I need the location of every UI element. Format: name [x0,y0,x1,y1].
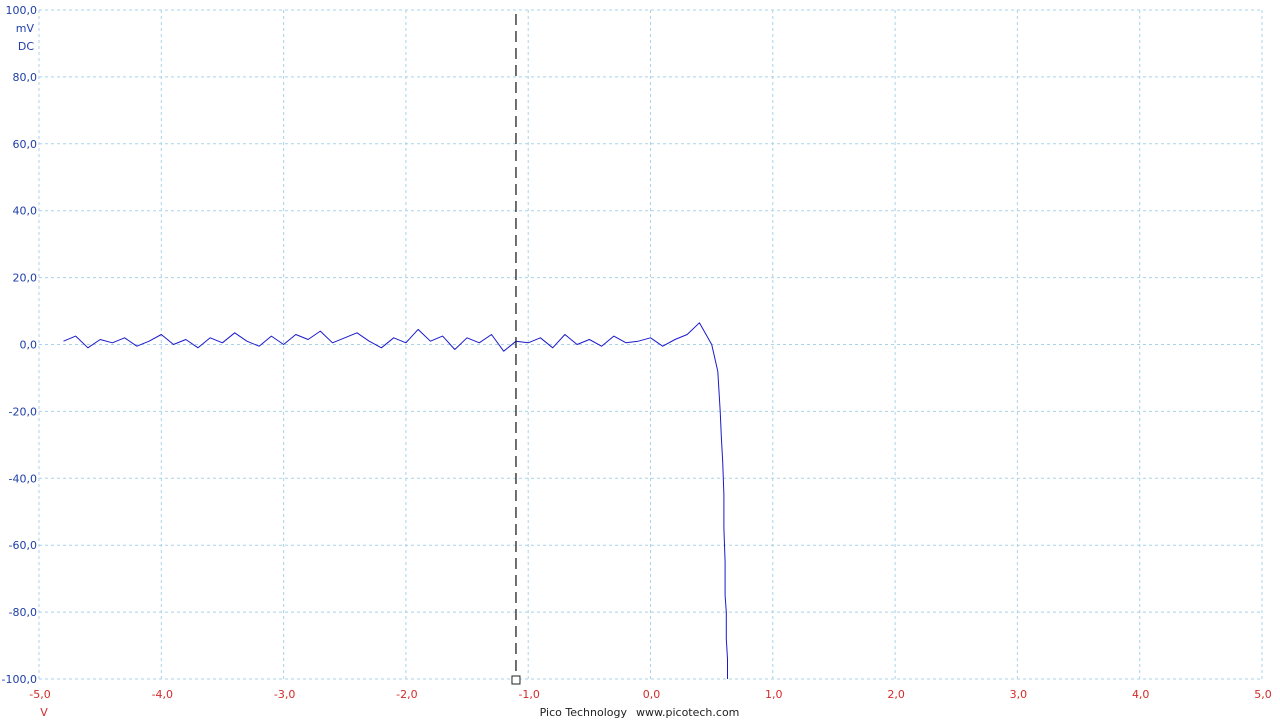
footer-url: www.picotech.com [636,706,739,719]
y-axis-coupling: DC [18,40,34,53]
plot-grid [38,9,1263,680]
x-tick-label: 0,0 [643,688,661,701]
x-tick-label: 3,0 [1010,688,1028,701]
y-tick-label: 20,0 [13,272,38,285]
y-tick-label: 40,0 [13,205,38,218]
ruler-handle[interactable] [511,675,521,685]
x-tick-label: 5,0 [1254,688,1272,701]
x-tick-label: -4,0 [152,688,173,701]
x-tick-label: -3,0 [274,688,295,701]
y-tick-label: -80,0 [9,606,37,619]
footer-brand: Pico Technology [540,706,628,719]
x-tick-label: -1,0 [518,688,539,701]
y-tick-label: -40,0 [9,472,37,485]
x-tick-label: -5,0 [29,688,50,701]
y-tick-label: 80,0 [13,71,38,84]
x-tick-label: 1,0 [765,688,783,701]
x-axis-tick-labels: -5,0 -4,0 -3,0 -2,0 -1,0 0,0 1,0 2,0 3,0 4,0 5,0 [29,688,1271,701]
x-tick-label: -2,0 [396,688,417,701]
trace-line [63,322,728,679]
y-tick-label: 60,0 [13,138,38,151]
y-tick-label: 0,0 [20,339,38,352]
y-axis-tick-labels: 100,0 80,0 60,0 40,0 20,0 0,0 -20,0 -40,0 -60,0 -… [2,4,37,686]
y-tick-label: -60,0 [9,539,37,552]
y-tick-label: 100,0 [6,4,38,17]
x-tick-label: 4,0 [1132,688,1150,701]
x-axis-unit: V [40,706,48,719]
y-axis-unit: mV [16,22,35,35]
x-tick-label: 2,0 [887,688,905,701]
y-tick-label: -20,0 [9,405,37,418]
trace-layer [63,322,728,679]
y-tick-label: -100,0 [2,673,37,686]
